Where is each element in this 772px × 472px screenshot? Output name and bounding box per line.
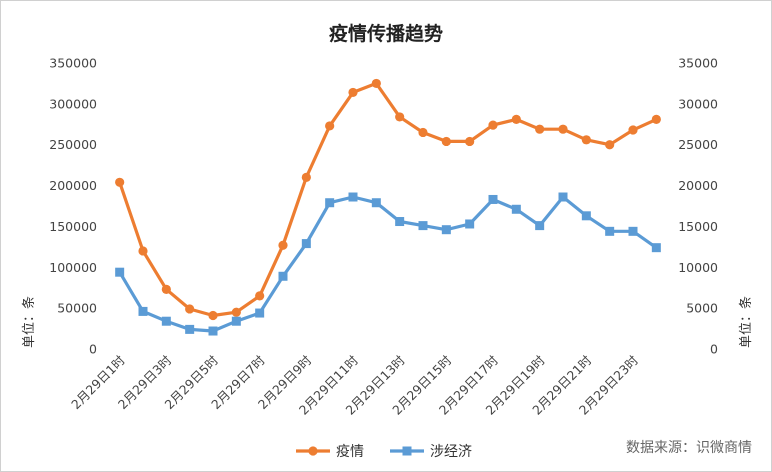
data-point (371, 78, 381, 89)
data-point (278, 271, 288, 281)
legend-label: 疫情 (336, 444, 364, 460)
data-point (558, 124, 568, 134)
legend-item: 涉经济 (390, 444, 472, 460)
data-point (465, 219, 475, 229)
legend-marker (402, 446, 412, 456)
legend-item: 疫情 (296, 444, 364, 460)
y-left-tick-label: 150000 (49, 219, 97, 234)
data-point (371, 198, 381, 208)
data-point (208, 310, 218, 321)
data-point (395, 112, 405, 122)
data-point (605, 226, 615, 236)
data-point (605, 140, 615, 150)
data-point (301, 239, 311, 249)
y-axis-label-right: 单位：条 (738, 296, 754, 348)
data-point (558, 192, 568, 202)
data-point (651, 243, 661, 253)
data-point (628, 125, 638, 135)
y-axis-left-ticks: 0 50000 100000 150000 200000 250000 300000 3500… (49, 56, 97, 357)
source-note: 数据来源：识微商情 (626, 440, 752, 456)
legend-label: 涉经济 (430, 444, 472, 460)
data-point (161, 316, 171, 326)
series-layer (115, 78, 661, 336)
y-axis-right-ticks: 0 5000 10000 15000 20000 25000 30000 35000 (678, 56, 718, 357)
data-point (138, 306, 148, 316)
data-point (348, 192, 358, 202)
y-left-tick-label: 350000 (49, 56, 97, 71)
y-right-tick-label: 25000 (678, 137, 718, 152)
data-point (581, 135, 591, 145)
data-point (255, 308, 265, 318)
data-point (581, 211, 591, 221)
data-point (185, 304, 195, 314)
data-point (511, 114, 521, 124)
data-point (441, 136, 451, 147)
y-right-tick-label: 15000 (678, 219, 718, 234)
data-point (325, 121, 335, 131)
y-right-tick-label: 0 (710, 342, 718, 357)
data-point (535, 221, 545, 231)
chart-title: 疫情传播趋势 (329, 22, 443, 45)
data-point (488, 120, 498, 130)
legend-marker (308, 446, 318, 456)
data-point (418, 127, 428, 138)
data-point (651, 114, 661, 124)
data-point (535, 124, 545, 134)
data-point (231, 316, 241, 326)
data-point (628, 226, 638, 236)
series-2 (115, 192, 661, 336)
data-point (278, 240, 288, 250)
data-point (161, 284, 171, 294)
data-point (418, 221, 428, 231)
y-left-tick-label: 100000 (49, 260, 97, 275)
series-1 (115, 78, 661, 321)
y-axis-label-left: 单位：条 (21, 296, 37, 348)
y-right-tick-label: 5000 (686, 301, 718, 316)
data-point (255, 291, 265, 301)
data-point (138, 246, 148, 256)
y-left-tick-label: 200000 (49, 178, 97, 193)
data-point (488, 194, 498, 204)
legend: 疫情 涉经济 (296, 444, 472, 460)
data-point (395, 217, 405, 227)
y-left-tick-label: 0 (89, 342, 97, 357)
data-point (465, 136, 475, 147)
data-point (208, 326, 218, 336)
data-point (231, 307, 241, 317)
y-right-tick-label: 30000 (678, 96, 718, 111)
data-point (511, 204, 521, 214)
y-right-tick-label: 10000 (678, 260, 718, 275)
y-right-tick-label: 20000 (678, 178, 718, 193)
data-point (325, 198, 335, 208)
data-point (441, 225, 451, 235)
data-point (115, 267, 125, 277)
y-left-tick-label: 300000 (49, 96, 97, 111)
y-left-tick-label: 250000 (49, 137, 97, 152)
y-left-tick-label: 50000 (57, 301, 97, 316)
data-point (115, 177, 125, 187)
data-point (185, 324, 195, 334)
data-point (301, 172, 311, 182)
data-point (348, 87, 358, 98)
y-right-tick-label: 35000 (678, 56, 718, 71)
